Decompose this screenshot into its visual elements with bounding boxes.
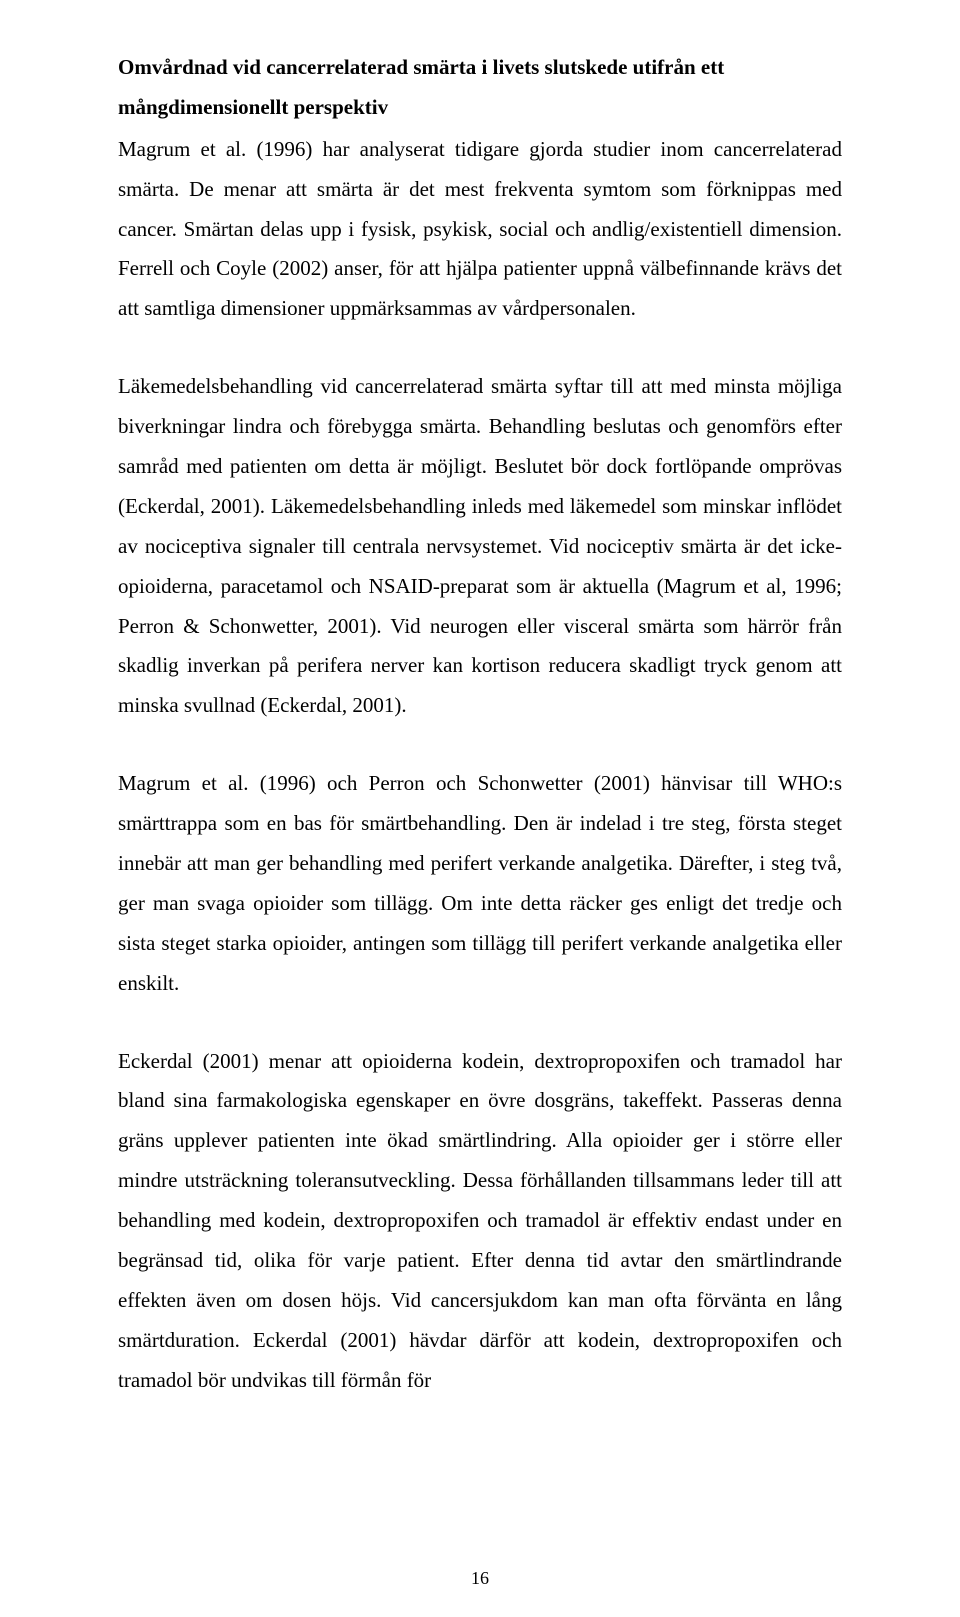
document-page: Omvårdnad vid cancerrelaterad smärta i l… [0,0,960,1617]
heading-line-2: mångdimensionellt perspektiv [118,95,388,119]
paragraph-3: Magrum et al. (1996) och Perron och Scho… [118,764,842,1003]
paragraph-2: Läkemedelsbehandling vid cancerrelaterad… [118,367,842,726]
paragraph-4: Eckerdal (2001) menar att opioiderna kod… [118,1042,842,1401]
page-number: 16 [0,1568,960,1589]
paragraph-1: Magrum et al. (1996) har analyserat tidi… [118,130,842,329]
heading-line-1: Omvårdnad vid cancerrelaterad smärta i l… [118,55,724,79]
section-heading: Omvårdnad vid cancerrelaterad smärta i l… [118,48,842,128]
